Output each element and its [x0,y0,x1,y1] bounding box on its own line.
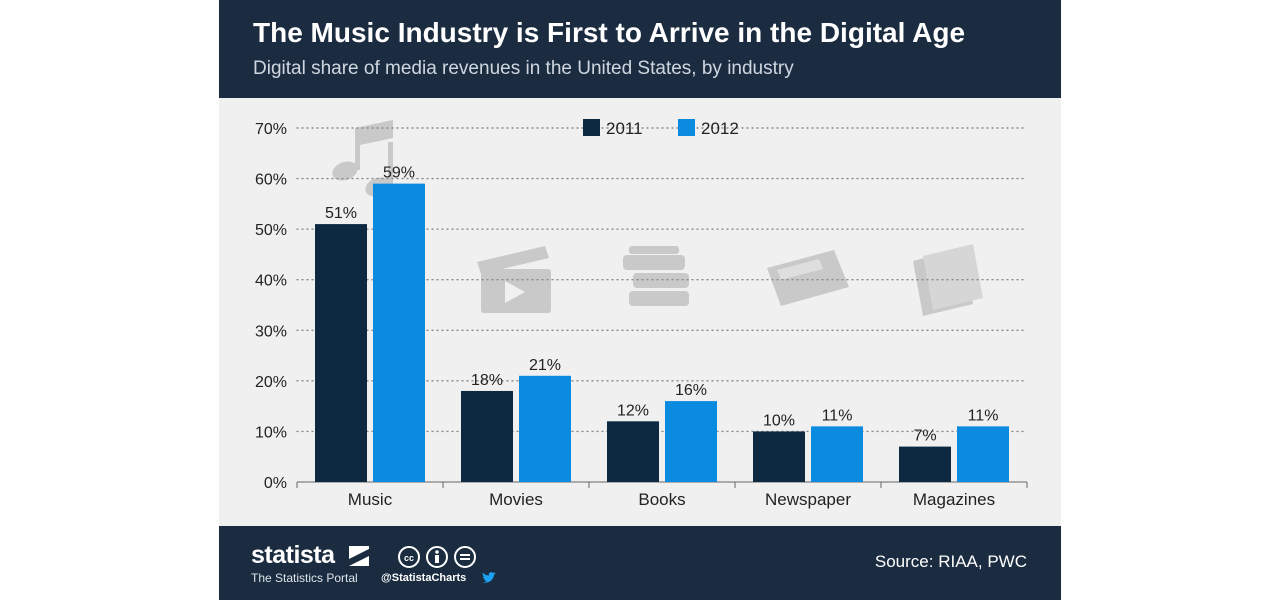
y-tick-label: 40% [255,273,287,290]
twitter-handle[interactable]: @StatistaCharts [381,572,467,584]
magazines-icon [913,244,983,316]
bar-2011-magazines [899,446,951,482]
x-tick-label: Books [638,490,685,509]
legend-label: 2011 [606,119,643,138]
data-label: 10% [763,412,795,429]
statista-logo-mark-icon [349,546,369,566]
legend: 2011 2012 [583,119,739,138]
books-icon [623,246,689,306]
bar-2012-books [665,401,717,482]
statista-tagline: The Statistics Portal [251,571,358,585]
data-label: 16% [675,382,707,399]
bar-2012-music [373,183,425,482]
data-label: 21% [529,357,561,374]
source-note: Source: RIAA, PWC [874,552,1027,571]
data-label: 7% [913,428,936,445]
decorative-icons [332,120,983,316]
header-banner: The Music Industry is First to Arrive in… [219,0,1061,98]
y-tick-label: 30% [255,323,287,340]
data-label: 59% [383,165,415,182]
footer-banner: statista The Statistics Portal cc @Stati… [219,526,1061,600]
y-tick-label: 0% [264,475,287,492]
x-tick-label: Movies [489,490,543,509]
x-tick-label: Magazines [913,490,995,509]
x-tick-label: Music [348,490,393,509]
svg-text:cc: cc [404,553,414,563]
bars: 51% 59% 18% 21% 12% 16% 10% 11% 7% 11% [315,165,1009,482]
cc-icon: cc [398,546,420,568]
y-tick-label: 60% [255,172,287,189]
bar-2011-newspaper [753,431,805,482]
data-label: 11% [822,407,853,424]
creative-commons-icons: cc [398,546,476,568]
y-tick-label: 50% [255,222,287,239]
chart-subtitle: Digital share of media revenues in the U… [253,58,794,79]
bar-2012-magazines [957,426,1009,482]
data-label: 11% [968,407,999,424]
x-tick-label: Newspaper [765,490,851,509]
legend-swatch-2011 [583,119,600,136]
x-axis: Music Movies Books Newspaper Magazines [296,482,1028,509]
bar-chart: 0% 10% 20% 30% 40% 50% 60% 70% 51% 59% 18% 21% 12% 1… [255,119,1028,509]
y-tick-label: 20% [255,374,287,391]
data-label: 18% [471,372,503,389]
infographic-card: The Music Industry is First to Arrive in… [219,0,1061,600]
chart-title: The Music Industry is First to Arrive in… [253,17,966,48]
newspaper-icon [767,250,849,306]
y-tick-label: 70% [255,121,287,138]
legend-swatch-2012 [678,119,695,136]
data-label: 51% [325,205,357,222]
bar-2012-movies [519,375,571,482]
bar-2011-music [315,224,367,482]
legend-label: 2012 [701,119,739,138]
no-derivatives-icon [454,546,476,568]
data-label: 12% [617,402,649,419]
statista-logo[interactable]: statista [251,541,335,569]
bar-2011-movies [461,390,513,482]
bar-2011-books [607,421,659,482]
y-tick-label: 10% [255,424,287,441]
twitter-bird-icon [482,572,496,583]
attribution-icon [426,546,448,568]
bar-2012-newspaper [811,426,863,482]
